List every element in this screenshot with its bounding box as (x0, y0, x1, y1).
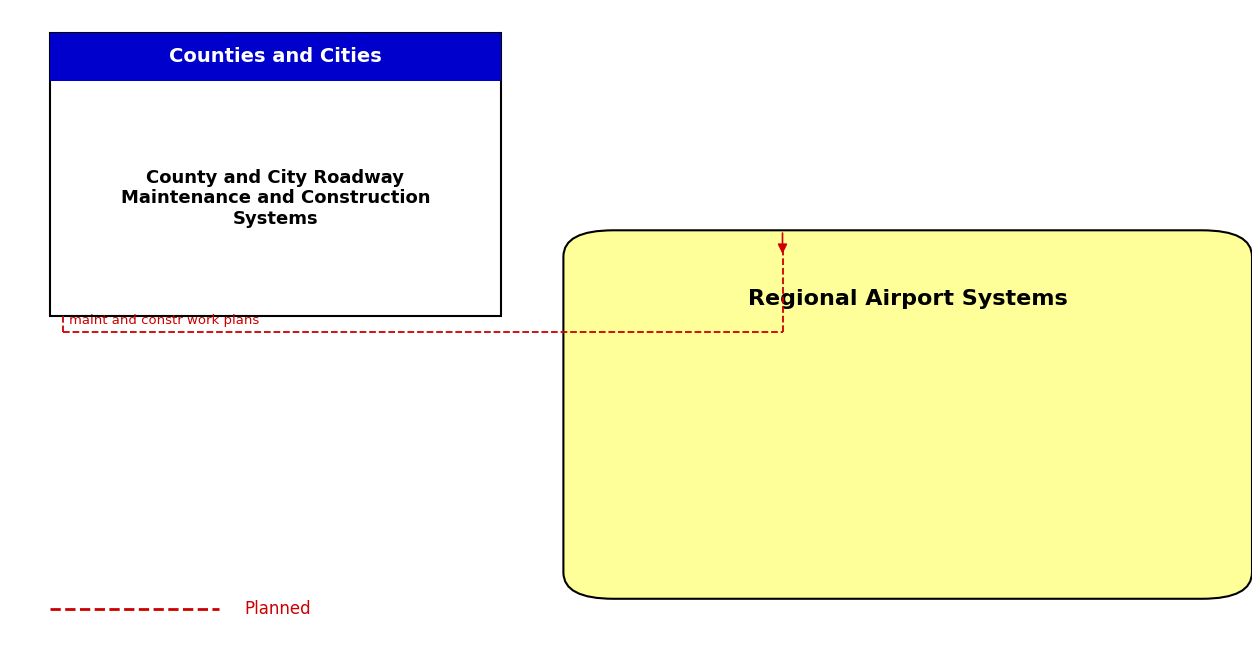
Text: County and City Roadway
Maintenance and Construction
Systems: County and City Roadway Maintenance and … (120, 168, 431, 228)
Text: maint and constr work plans: maint and constr work plans (69, 314, 259, 327)
FancyBboxPatch shape (563, 230, 1252, 599)
FancyBboxPatch shape (50, 33, 501, 316)
Text: Counties and Cities: Counties and Cities (169, 47, 382, 66)
Text: Regional Airport Systems: Regional Airport Systems (747, 290, 1068, 309)
Text: Planned: Planned (244, 599, 310, 618)
FancyBboxPatch shape (50, 33, 501, 81)
